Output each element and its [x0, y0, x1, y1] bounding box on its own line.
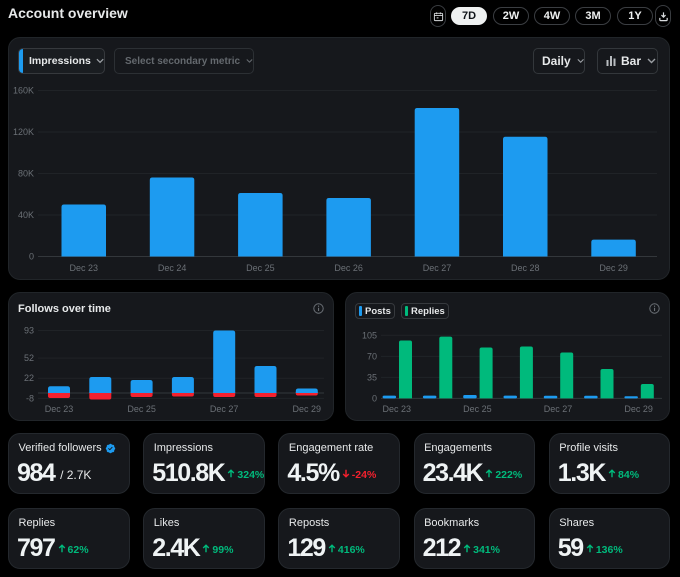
- svg-text:Dec 27: Dec 27: [423, 263, 452, 273]
- svg-text:0: 0: [29, 252, 34, 262]
- svg-text:Dec 25: Dec 25: [246, 263, 275, 273]
- svg-text:Dec 27: Dec 27: [544, 404, 573, 414]
- svg-text:Dec 23: Dec 23: [70, 263, 99, 273]
- svg-text:0: 0: [372, 393, 377, 403]
- svg-text:-8: -8: [26, 393, 34, 403]
- svg-text:Dec 28: Dec 28: [511, 263, 540, 273]
- svg-text:Dec 25: Dec 25: [463, 404, 492, 414]
- svg-text:Dec 26: Dec 26: [334, 263, 363, 273]
- svg-text:120K: 120K: [13, 127, 34, 137]
- svg-text:Dec 25: Dec 25: [127, 404, 156, 414]
- svg-text:Dec 27: Dec 27: [210, 404, 239, 414]
- svg-text:Dec 23: Dec 23: [383, 404, 412, 414]
- svg-text:Dec 29: Dec 29: [624, 404, 653, 414]
- svg-text:80K: 80K: [18, 169, 34, 179]
- svg-text:35: 35: [367, 372, 377, 382]
- svg-text:40K: 40K: [18, 210, 34, 220]
- svg-text:Dec 29: Dec 29: [293, 404, 322, 414]
- svg-text:105: 105: [362, 330, 377, 340]
- svg-text:22: 22: [24, 373, 34, 383]
- svg-text:52: 52: [24, 353, 34, 363]
- svg-text:Dec 29: Dec 29: [599, 263, 628, 273]
- svg-text:Dec 24: Dec 24: [158, 263, 187, 273]
- svg-text:160K: 160K: [13, 86, 34, 96]
- svg-text:93: 93: [24, 326, 34, 336]
- svg-text:Dec 23: Dec 23: [45, 404, 74, 414]
- svg-text:70: 70: [367, 351, 377, 361]
